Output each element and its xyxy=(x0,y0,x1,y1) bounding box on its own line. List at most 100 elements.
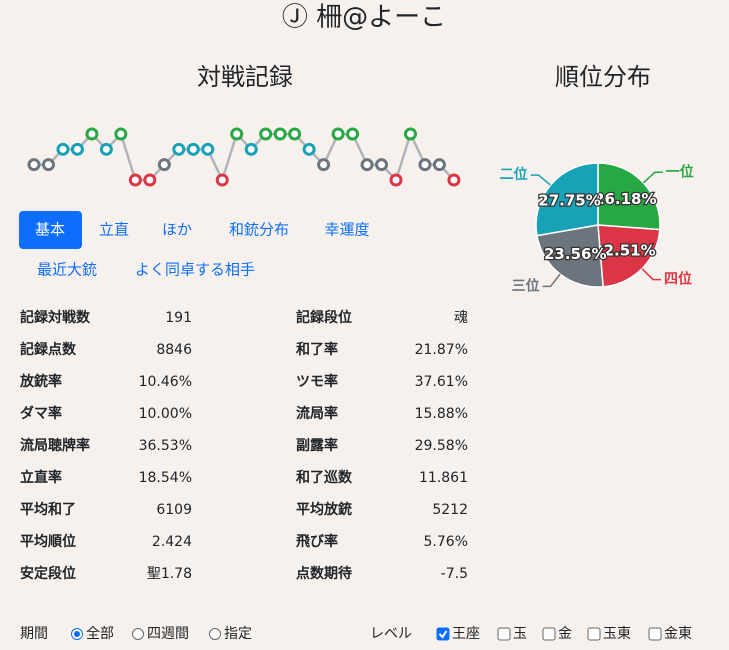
stat-label: ダマ率 xyxy=(20,405,62,422)
tab[interactable]: 基本 xyxy=(35,221,65,239)
rank-point xyxy=(70,142,84,156)
filter-label: レベル xyxy=(370,626,412,642)
stat-label: ツモ率 xyxy=(296,373,338,390)
stat-value: 10.46% xyxy=(139,374,192,390)
stat-value: -7.5 xyxy=(441,566,468,582)
rank-point xyxy=(389,173,403,187)
filters: 期間 全部 四週間 指定 レベル 王座 玉 金 玉東 金東 xyxy=(20,625,692,642)
checkbox[interactable] xyxy=(587,627,601,641)
rank-point xyxy=(432,158,446,172)
rank-point xyxy=(360,158,374,172)
stat-label: 和了巡数 xyxy=(296,469,353,486)
tab[interactable]: 幸運度 xyxy=(324,221,369,239)
tab[interactable]: 立直 xyxy=(99,221,129,239)
leader-line xyxy=(530,174,552,186)
checkbox-label[interactable]: 金東 xyxy=(664,626,692,642)
tab[interactable]: ほか xyxy=(162,221,192,239)
checkbox[interactable] xyxy=(648,627,662,641)
rank-point xyxy=(418,158,432,172)
stat-value: 21.87% xyxy=(415,342,468,358)
checkbox[interactable] xyxy=(436,627,450,641)
stat-label: 安定段位 xyxy=(20,565,76,582)
checkbox-label[interactable]: 玉東 xyxy=(603,626,631,642)
pie-category-label: 三位 xyxy=(512,277,540,294)
checkbox[interactable] xyxy=(542,627,556,641)
rank-point xyxy=(27,158,41,172)
stat-label: 点数期待 xyxy=(296,565,352,582)
stat-value: 8846 xyxy=(156,342,192,358)
page-title: Ⓙ 柵@よーこ xyxy=(282,3,446,33)
stat-label: 平均順位 xyxy=(20,533,76,550)
leader-line xyxy=(641,268,662,281)
pie-value-label: 27.75% xyxy=(538,192,600,210)
radio-label[interactable]: 指定 xyxy=(224,626,252,642)
stat-value: 5212 xyxy=(432,502,468,518)
stat-value: 10.00% xyxy=(139,406,192,422)
stat-label: 流局聴牌率 xyxy=(20,437,90,454)
stat-label: 記録対戦数 xyxy=(20,309,91,326)
tab[interactable]: 和銃分布 xyxy=(229,221,289,239)
checkbox-label[interactable]: 金 xyxy=(558,626,572,642)
checkbox-label[interactable]: 玉 xyxy=(513,626,527,642)
stat-value: 魂 xyxy=(454,310,468,326)
checkbox[interactable] xyxy=(497,627,511,641)
stat-label: 記録段位 xyxy=(296,309,352,326)
stat-value: 18.54% xyxy=(139,470,192,486)
rank-point xyxy=(403,127,417,141)
rank-point xyxy=(128,173,142,187)
pie-value-label: 26.18% xyxy=(594,190,656,208)
rank-point xyxy=(201,142,215,156)
rank-point xyxy=(244,142,258,156)
stat-value: 11.861 xyxy=(419,470,468,486)
stat-label: 立直率 xyxy=(20,469,62,486)
rank-point xyxy=(56,142,70,156)
radio[interactable] xyxy=(209,628,221,640)
rank-point xyxy=(346,127,360,141)
stat-label: 記録点数 xyxy=(20,341,77,358)
stat-value: 191 xyxy=(165,310,192,326)
stat-value: 36.53% xyxy=(139,438,192,454)
radio-label[interactable]: 全部 xyxy=(86,625,114,642)
tab[interactable]: 最近大銃 xyxy=(37,261,97,279)
stat-value: 聖1.78 xyxy=(147,566,192,582)
stat-value: 29.58% xyxy=(415,438,468,454)
rank-point xyxy=(317,158,331,172)
stat-label: 平均放銃 xyxy=(296,501,352,518)
stats-table: 記録対戦数 191 記録点数 8846 放銃率 10.46% ダマ率 10.00% 流局聴牌率 3… xyxy=(19,309,468,582)
rank-point xyxy=(447,173,461,187)
pie-slice xyxy=(535,162,599,237)
checkbox-label[interactable]: 王座 xyxy=(452,626,480,642)
stat-label: 飛び率 xyxy=(295,533,338,550)
stat-label: 平均和了 xyxy=(20,501,76,518)
pie-value-label: 23.56% xyxy=(544,245,606,263)
filter-label: 期間 xyxy=(20,626,48,642)
stat-value: 5.76% xyxy=(424,534,468,550)
pie-category-label: 二位 xyxy=(500,166,528,183)
pie-category-label: 四位 xyxy=(664,271,692,288)
stat-value: 37.61% xyxy=(415,374,468,390)
rank-point xyxy=(230,127,244,141)
rank-point xyxy=(99,142,113,156)
stat-value: 15.88% xyxy=(415,406,468,422)
tab[interactable]: よく同卓する相手 xyxy=(135,261,255,279)
rank-point xyxy=(172,142,186,156)
tab-active[interactable] xyxy=(19,211,82,249)
rank-point xyxy=(85,127,99,141)
stat-label: 和了率 xyxy=(296,341,338,358)
rank-point xyxy=(41,158,55,172)
rank-point xyxy=(259,127,273,141)
section-title: 順位分布 xyxy=(555,63,651,91)
pie-value-label: 22.51% xyxy=(593,242,655,260)
rank-point xyxy=(114,127,128,141)
radio[interactable] xyxy=(132,628,144,640)
radio-dot xyxy=(74,631,80,637)
rank-point xyxy=(302,142,316,156)
stat-value: 2.424 xyxy=(152,534,192,550)
stat-value: 6109 xyxy=(156,502,192,518)
stat-label: 流局率 xyxy=(296,405,338,422)
radio-label[interactable]: 四週間 xyxy=(147,626,189,642)
rank-point xyxy=(215,173,229,187)
